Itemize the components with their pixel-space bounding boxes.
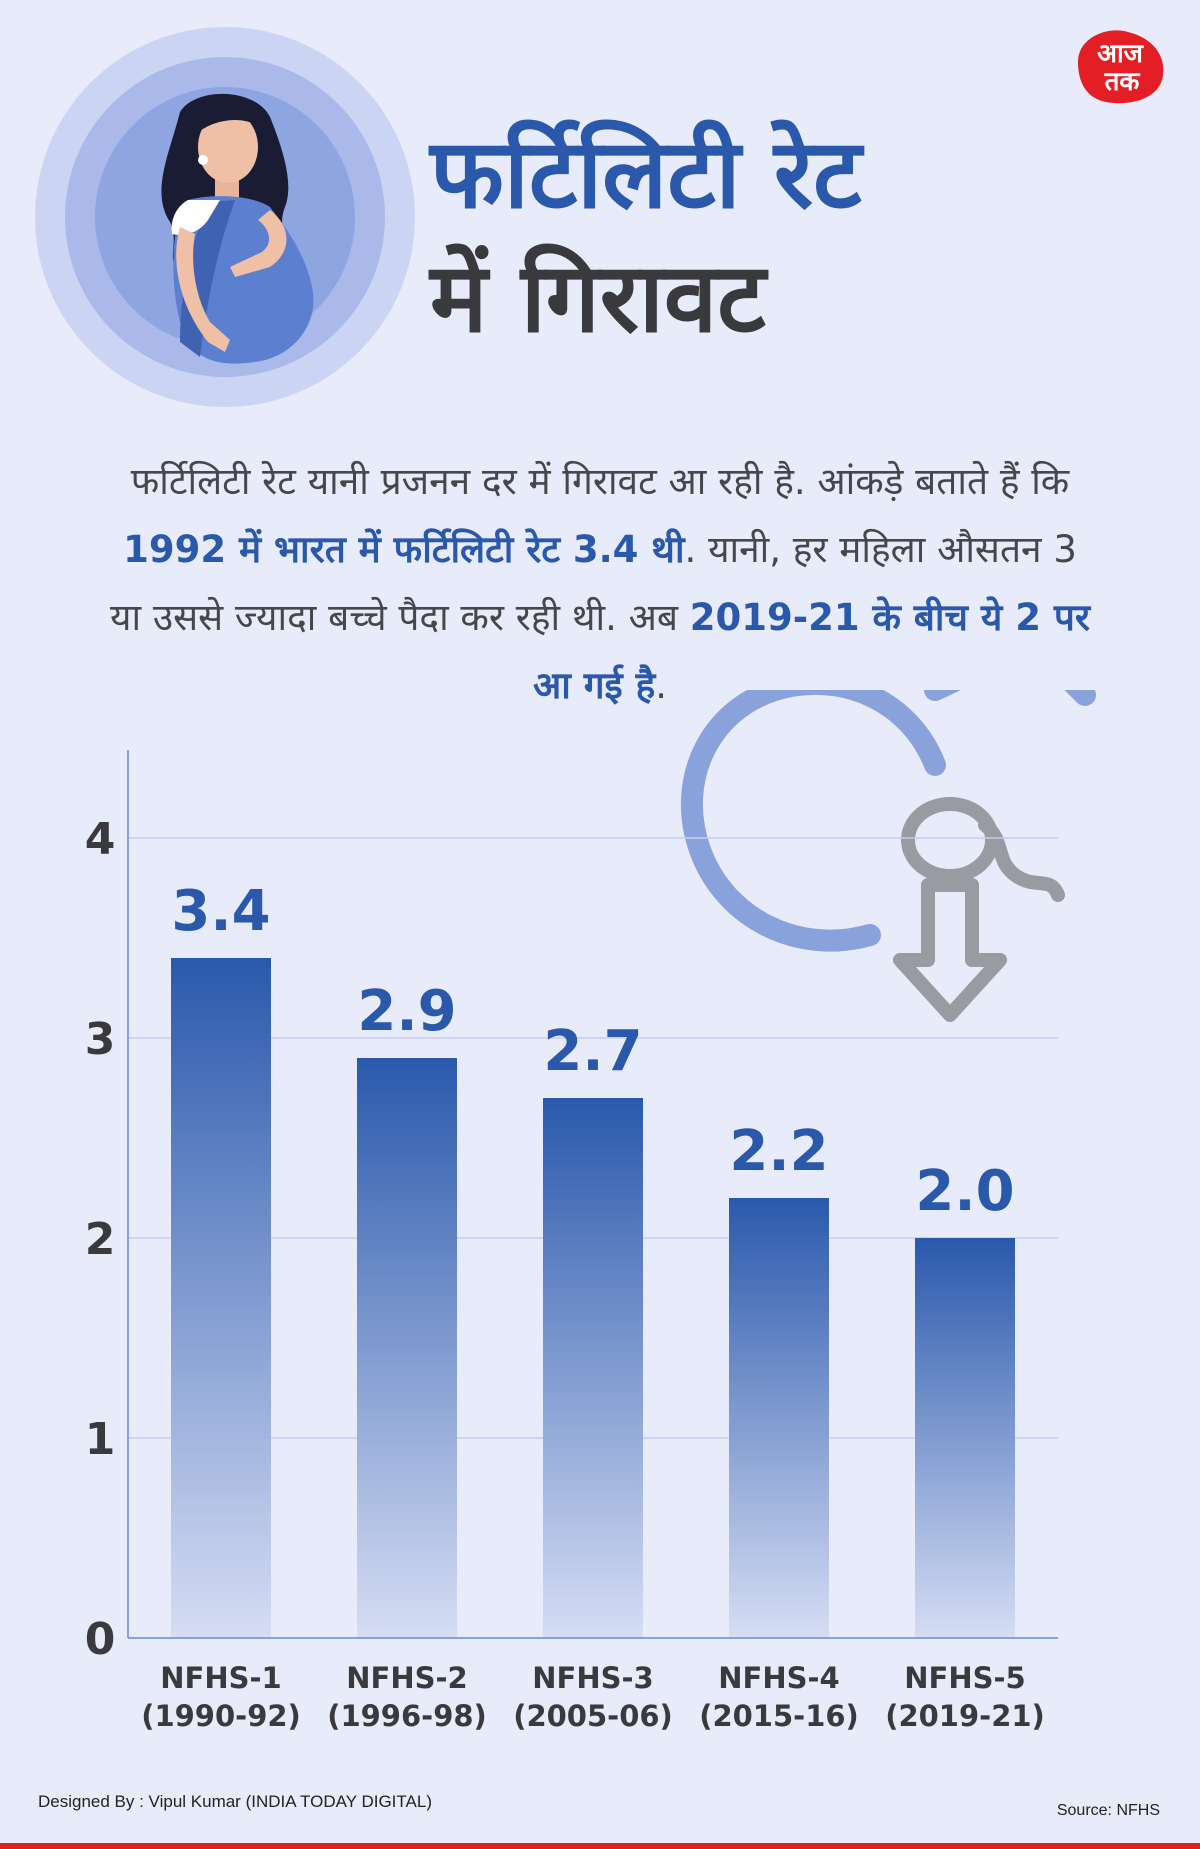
- logo-text-line1: आज: [1097, 39, 1145, 69]
- value-label: 2.9: [357, 979, 456, 1044]
- intro-highlight-2: 2019-21 के बीच ये 2 पर आ गई है: [533, 596, 1090, 707]
- x-tick-year: (2019-21): [885, 1699, 1045, 1733]
- source-note: Source: NFHS: [1056, 1802, 1160, 1819]
- y-tick-label: 3: [85, 1014, 116, 1065]
- x-tick-label: NFHS-2: [346, 1661, 467, 1695]
- intro-paragraph: फर्टिलिटी रेट यानी प्रजनन दर में गिरावट …: [110, 448, 1090, 720]
- title-line-1: फर्टिलिटी रेट: [430, 118, 862, 230]
- y-tick-label: 2: [85, 1214, 116, 1265]
- bar-nfhs-2: [357, 1058, 457, 1638]
- title-line-2: में गिरावट: [430, 242, 766, 354]
- intro-highlight-1: 1992 में भारत में फर्टिलिटी रेट 3.4 थी: [123, 528, 685, 571]
- logo-text-line2: तक: [1104, 67, 1141, 97]
- x-tick-label: NFHS-5: [904, 1661, 1025, 1695]
- bar-nfhs-3: [543, 1098, 643, 1638]
- y-tick-label: 1: [85, 1414, 116, 1465]
- x-tick-year: (2005-06): [513, 1699, 673, 1733]
- bar-nfhs-1: [171, 958, 271, 1638]
- designer-credit: Designed By : Vipul Kumar (INDIA TODAY D…: [38, 1792, 432, 1811]
- female-symbol-icon: [680, 690, 1096, 952]
- pregnant-woman-illustration: [35, 27, 415, 407]
- sperm-icon: [901, 797, 1065, 902]
- down-arrow-icon: [893, 878, 1007, 1022]
- x-tick-year: (1990-92): [141, 1699, 301, 1733]
- y-tick-label: 0: [85, 1614, 116, 1665]
- y-tick-label: 4: [85, 814, 116, 865]
- x-tick-year: (2015-16): [699, 1699, 859, 1733]
- bar-nfhs-4: [729, 1198, 829, 1638]
- x-tick-label: NFHS-1: [160, 1661, 281, 1695]
- bar-nfhs-5: [915, 1238, 1015, 1638]
- intro-text-1: फर्टिलिटी रेट यानी प्रजनन दर में गिरावट …: [130, 460, 1070, 503]
- x-tick-year: (1996-98): [327, 1699, 487, 1733]
- value-label: 3.4: [171, 879, 270, 944]
- intro-text-2: . यानी, हर महिला औसतन 3 या उससे ज्यादा ब…: [110, 528, 1077, 639]
- value-label: 2.7: [543, 1019, 642, 1084]
- value-label: 2.0: [915, 1159, 1014, 1224]
- bars: [171, 958, 1015, 1638]
- bottom-red-strip: [0, 1843, 1200, 1849]
- page-title: फर्टिलिटी रेट में गिरावट: [430, 112, 1070, 360]
- x-tick-label: NFHS-4: [718, 1661, 839, 1695]
- intro-text-3: .: [655, 664, 667, 707]
- aajtak-logo: आज तक: [1078, 30, 1164, 104]
- value-labels: 3.4 2.9 2.7 2.2 2.0: [171, 879, 1014, 1224]
- x-tick-label: NFHS-3: [532, 1661, 653, 1695]
- value-label: 2.2: [729, 1119, 828, 1184]
- x-tick-labels: NFHS-1 (1990-92) NFHS-2 (1996-98) NFHS-3 (200…: [141, 1661, 1045, 1733]
- y-tick-labels: 0 1 2 3 4: [85, 814, 116, 1665]
